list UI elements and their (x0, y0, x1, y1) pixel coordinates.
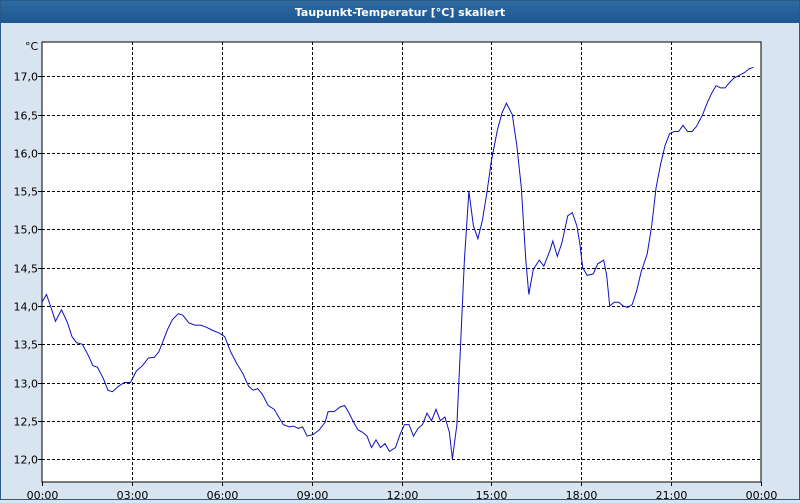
y-axis-ticks: 12,0 12,5 13,0 13,5 14,0 14,5 15,0 15,5 16,0 16,5… (14, 71, 42, 467)
x-axis-ticks: 00:0030.07.1303:0030.07.1306:0030.07.130… (27, 482, 778, 502)
y-tick-label: 14,5 (14, 263, 39, 276)
y-tick-label: 16,0 (14, 148, 39, 161)
window-titlebar: Taupunkt-Temperatur [°C] skaliert (1, 1, 799, 23)
y-tick-label: 12,0 (14, 454, 39, 467)
x-tick-time-label: 12:00 (387, 489, 419, 499)
y-tick-label: 14,0 (14, 301, 39, 314)
x-tick-time-label: 21:00 (656, 489, 688, 499)
x-tick-time-label: 03:00 (117, 489, 149, 499)
y-tick-label: 15,5 (14, 186, 39, 199)
y-tick-label: 13,5 (14, 339, 39, 352)
x-tick-time-label: 06:00 (207, 489, 239, 499)
y-tick-label: 13,0 (14, 378, 39, 391)
window-title: Taupunkt-Temperatur [°C] skaliert (294, 5, 506, 19)
y-tick-label: 16,5 (14, 110, 39, 123)
x-tick-time-label: 09:00 (297, 489, 329, 499)
plot-frame (41, 41, 762, 483)
grid-lines (42, 42, 761, 482)
x-tick-time-label: 15:00 (476, 489, 508, 499)
series-line (41, 66, 754, 460)
x-tick-time-label: 00:00 (746, 489, 778, 499)
line-chart: °C 12,012,513,013,514,014,515,015,516,01… (14, 40, 778, 502)
y-tick-label: 15,0 (14, 224, 39, 237)
x-tick-time-label: 18:00 (566, 489, 598, 499)
x-tick-time-label: 00:00 (27, 489, 59, 499)
y-tick-label: 12,5 (14, 416, 39, 429)
plot-area: °C 12,0 12,5 13,0 13,5 14,0 14,5 15,0 15,5 16,0 1… (1, 23, 799, 502)
y-unit-label: °C (25, 40, 39, 53)
y-tick-label: 17,0 (14, 71, 39, 84)
series-group (41, 66, 754, 460)
